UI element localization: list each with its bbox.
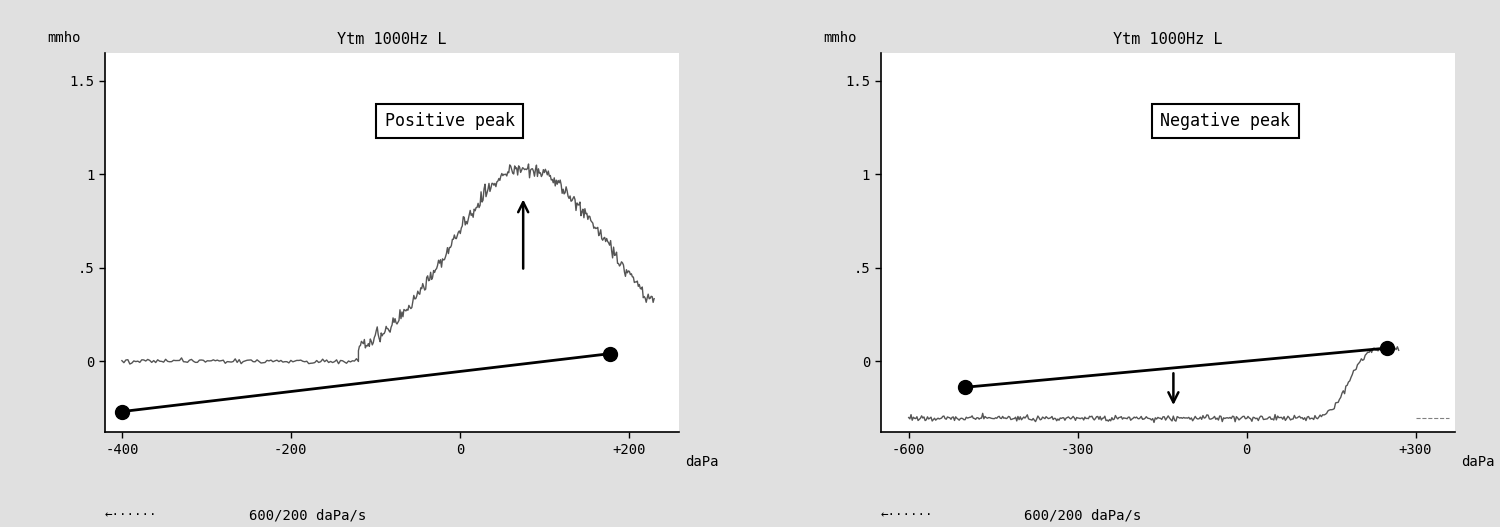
Title: Ytm 1000Hz L: Ytm 1000Hz L [1113,32,1222,47]
Text: 600/200 daPa/s: 600/200 daPa/s [249,508,366,522]
Text: ←······: ←······ [880,508,933,521]
Text: mmho: mmho [48,31,81,45]
Text: daPa: daPa [686,455,718,469]
Text: Negative peak: Negative peak [1160,112,1290,130]
Text: 600/200 daPa/s: 600/200 daPa/s [1024,508,1142,522]
Title: Ytm 1000Hz L: Ytm 1000Hz L [338,32,447,47]
Text: Positive peak: Positive peak [384,112,514,130]
Text: ←······: ←······ [105,508,158,521]
Text: mmho: mmho [824,31,856,45]
Text: daPa: daPa [1461,455,1494,469]
